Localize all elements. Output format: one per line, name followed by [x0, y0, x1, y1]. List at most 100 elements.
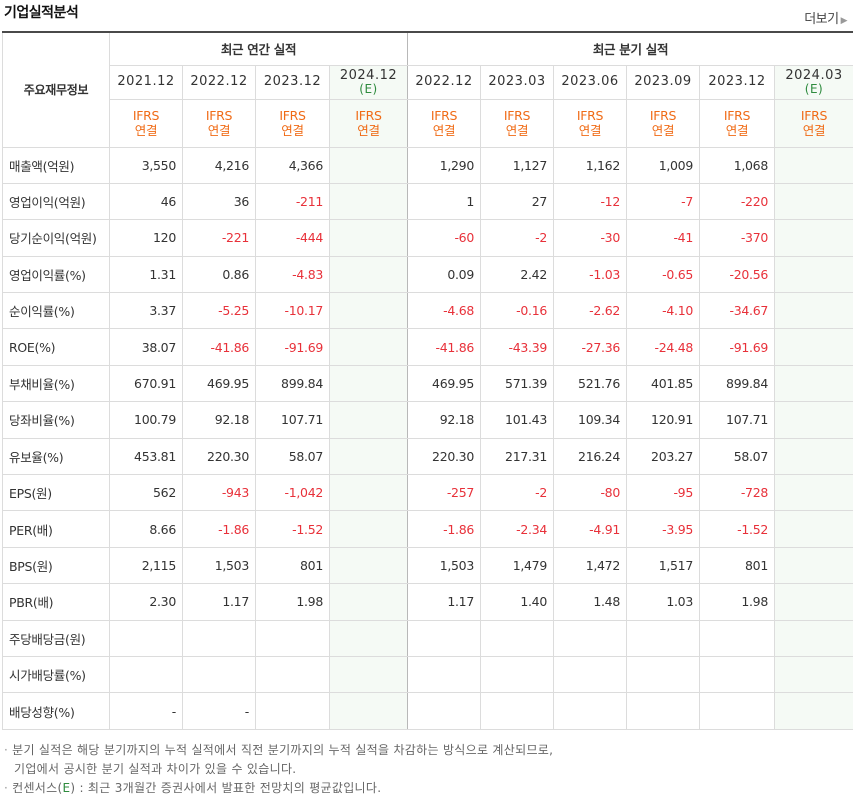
ifrs-label: IFRS [503, 108, 531, 123]
estimate-mark: E [62, 781, 71, 795]
annual-value-cell [255, 619, 330, 657]
consolidated-label: 연결 [357, 123, 380, 138]
quarter-group-header: 최근 분기 실적 [407, 31, 853, 66]
quarter-value-cell [774, 255, 853, 294]
annual-value-cell: -1.86 [182, 510, 256, 548]
annual-value-cell: - [182, 692, 256, 730]
annual-value-cell: 38.07 [109, 328, 183, 366]
quarter-value-cell: -27.36 [553, 328, 627, 366]
annual-value-cell: -5.25 [182, 292, 256, 330]
annual-value-cell [329, 655, 408, 694]
consolidated-label: 연결 [725, 123, 749, 138]
ifrs-label: IFRS [430, 108, 458, 123]
annual-value-cell: -943 [182, 474, 256, 512]
footnote-1-cont: 기업에서 공시한 분기 실적과 차이가 있을 수 있습니다. [14, 762, 297, 776]
quarter-value-cell: -24.48 [626, 328, 700, 366]
annual-value-cell: -1,042 [255, 474, 330, 512]
quarter-value-cell: 109.34 [553, 401, 627, 439]
table-row: 주당배당금(원) [2, 619, 853, 657]
quarter-value-cell [626, 692, 700, 730]
period-date: 2022.12 [415, 74, 473, 89]
annual-value-cell: 801 [255, 546, 330, 585]
row-label: 유보율(%) [2, 437, 110, 476]
quarter-value-cell: 2.42 [480, 255, 554, 294]
quarter-value-cell [774, 401, 853, 439]
annual-value-cell [329, 437, 408, 476]
annual-value-cell: 1.17 [182, 583, 256, 621]
ifrs-badge: IFRS 연결 [182, 98, 256, 148]
row-label: 시가배당률(%) [2, 655, 110, 694]
quarter-value-cell: -1.52 [699, 510, 775, 548]
quarter-value-cell: 1,068 [699, 146, 775, 184]
quarter-value-cell [774, 583, 853, 621]
annual-value-cell [329, 255, 408, 294]
annual-value-cell: 670.91 [109, 364, 183, 403]
quarter-value-cell: 120.91 [626, 401, 700, 439]
annual-value-cell: 2,115 [109, 546, 183, 585]
quarter-value-cell: -257 [407, 474, 481, 512]
annual-value-cell: 58.07 [255, 437, 330, 476]
quarter-value-cell [699, 655, 775, 694]
row-label: 순이익률(%) [2, 292, 110, 330]
quarter-value-cell: -80 [553, 474, 627, 512]
quarter-value-cell: -0.65 [626, 255, 700, 294]
table-row: 당기순이익(억원) 120 -221 -444 -60 -2 -30 -41 -370 [2, 219, 853, 257]
period-header: 2022.12 [182, 64, 256, 100]
annual-value-cell: 1.31 [109, 255, 183, 294]
quarter-value-cell: 1.03 [626, 583, 700, 621]
row-label: EPS(원) [2, 474, 110, 512]
quarter-value-cell [626, 619, 700, 657]
quarter-value-cell [774, 619, 853, 657]
quarter-value-cell [553, 692, 627, 730]
quarter-value-cell: 1,009 [626, 146, 700, 184]
ifrs-badge: IFRS 연결 [109, 98, 183, 148]
annual-value-cell: - [109, 692, 183, 730]
row-label: 배당성향(%) [2, 692, 110, 730]
ifrs-badge: IFRS 연결 [329, 98, 408, 148]
quarter-value-cell: -728 [699, 474, 775, 512]
annual-value-cell: -91.69 [255, 328, 330, 366]
quarter-value-cell: 1 [407, 182, 481, 221]
annual-value-cell [329, 401, 408, 439]
table-row: 당좌비율(%) 100.79 92.18 107.71 92.18 101.43 109.3… [2, 401, 853, 439]
quarter-value-cell: 801 [699, 546, 775, 585]
annual-value-cell [329, 546, 408, 585]
annual-value-cell: -10.17 [255, 292, 330, 330]
row-header-label: 주요재무정보 [2, 31, 110, 148]
section-title: 기업실적분석 [4, 5, 79, 21]
quarter-value-cell: -220 [699, 182, 775, 221]
quarter-value-cell [774, 328, 853, 366]
period-date: 2024.03 [785, 67, 843, 83]
annual-value-cell [255, 655, 330, 694]
quarter-value-cell: 1.98 [699, 583, 775, 621]
annual-value-cell [182, 619, 256, 657]
row-label: 부채비율(%) [2, 364, 110, 403]
quarter-value-cell: -95 [626, 474, 700, 512]
annual-value-cell: 100.79 [109, 401, 183, 439]
row-label: 영업이익(억원) [2, 182, 110, 221]
footnote-1: · 분기 실적은 해당 분기까지의 누적 실적에서 직전 분기까지의 누적 실적을… [4, 743, 554, 757]
quarter-value-cell [480, 619, 554, 657]
quarter-value-cell [553, 655, 627, 694]
annual-value-cell [329, 219, 408, 257]
annual-group-header: 최근 연간 실적 [109, 31, 408, 66]
quarter-value-cell: 203.27 [626, 437, 700, 476]
quarter-value-cell: 1.40 [480, 583, 554, 621]
table-row: 배당성향(%) - - [2, 692, 853, 730]
quarter-value-cell [480, 655, 554, 694]
footnote-2: · 컨센서스(E) : 최근 3개월간 증권사에서 발표한 전망치의 평균값입니다… [4, 781, 382, 795]
table-row: BPS(원) 2,115 1,503 801 1,503 1,479 1,472 1,517 8… [2, 546, 853, 585]
quarter-value-cell: -4.68 [407, 292, 481, 330]
quarter-value-cell: 0.09 [407, 255, 481, 294]
quarter-value-cell [699, 692, 775, 730]
more-link[interactable]: 더보기 ▶ [804, 8, 847, 27]
quarter-value-cell: 571.39 [480, 364, 554, 403]
ifrs-label: IFRS [279, 108, 306, 123]
ifrs-badge: IFRS 연결 [626, 98, 700, 148]
accounting-standard-row: IFRS 연결 IFRS 연결 IFRS 연결 IFRS 연결 IFRS 연결 IFRS 연결 IFRS… [3, 98, 853, 148]
quarter-value-cell [774, 692, 853, 730]
quarter-value-cell: 101.43 [480, 401, 554, 439]
table-row: PBR(배) 2.30 1.17 1.98 1.17 1.40 1.48 1.03 1.98 [2, 583, 853, 621]
consolidated-label: 연결 [505, 123, 529, 138]
annual-value-cell [329, 619, 408, 657]
